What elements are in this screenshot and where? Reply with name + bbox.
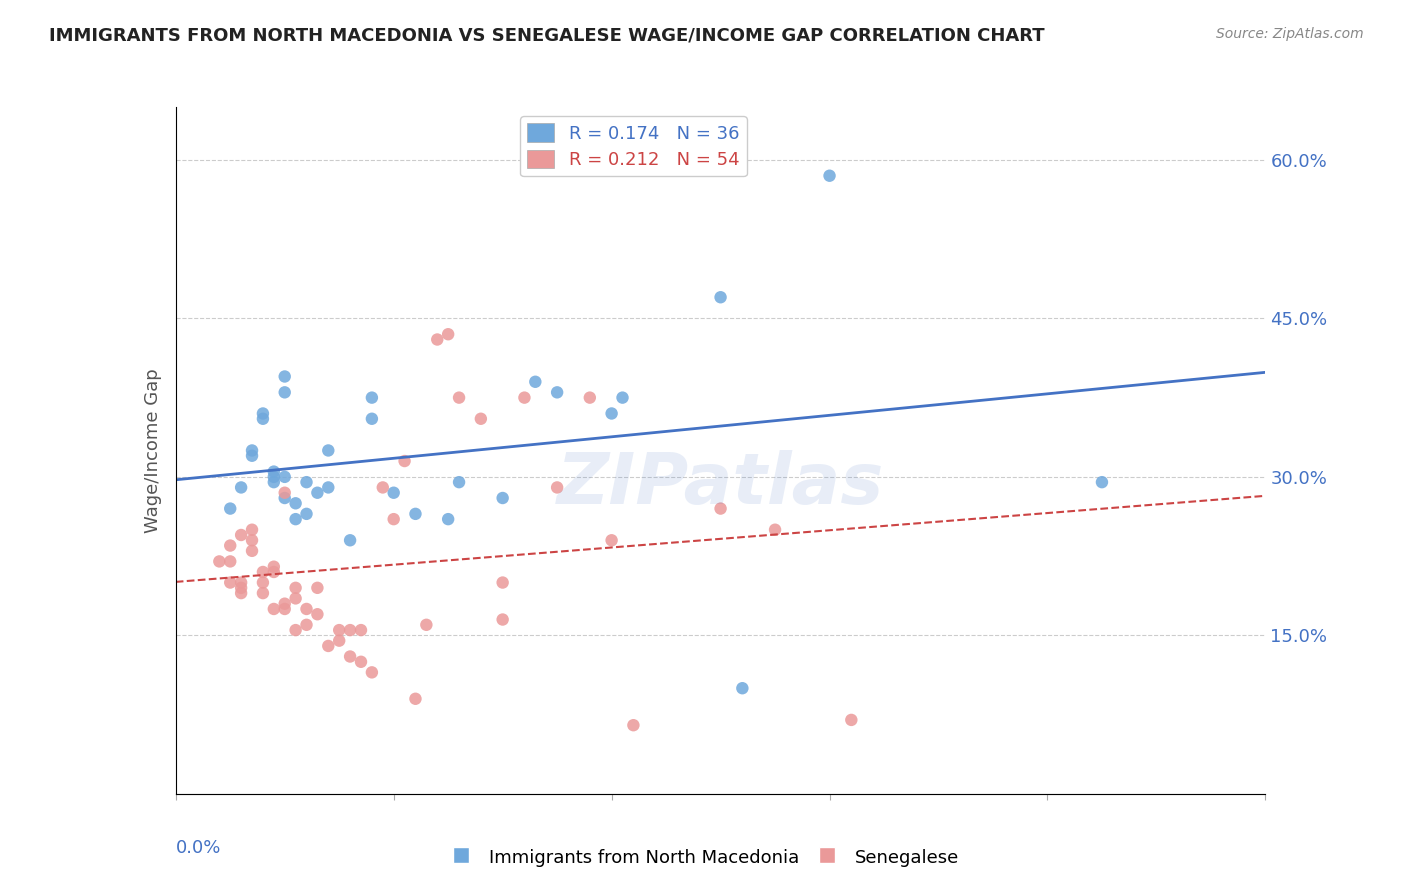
Y-axis label: Wage/Income Gap: Wage/Income Gap [143,368,162,533]
Point [219,554,242,568]
Point [219,575,242,590]
Point [240,449,263,463]
Point [513,391,536,405]
Point [731,681,754,696]
Point [360,411,382,425]
Point [841,713,863,727]
Point [284,623,307,637]
Point [763,523,786,537]
Point [415,617,437,632]
Point [600,407,623,421]
Point [350,623,373,637]
Point [405,691,427,706]
Point [350,655,373,669]
Point [295,602,318,616]
Point [405,507,427,521]
Point [318,443,340,458]
Point [263,559,285,574]
Point [274,470,297,484]
Point [818,169,841,183]
Point [263,475,285,490]
Point [426,333,449,347]
Point [274,597,297,611]
Point [284,496,307,510]
Point [546,385,568,400]
Point [263,602,285,616]
Point [219,539,242,553]
Point [231,480,253,494]
Point [447,391,470,405]
Point [621,718,644,732]
Point [492,575,515,590]
Point [546,480,568,494]
Point [328,623,350,637]
Point [295,475,318,490]
Point [710,290,733,304]
Point [524,375,547,389]
Point [284,591,307,606]
Point [307,485,329,500]
Point [252,411,274,425]
Point [274,385,297,400]
Text: IMMIGRANTS FROM NORTH MACEDONIA VS SENEGALESE WAGE/INCOME GAP CORRELATION CHART: IMMIGRANTS FROM NORTH MACEDONIA VS SENEG… [49,27,1045,45]
Point [295,617,318,632]
Point [263,470,285,484]
Point [208,554,231,568]
Point [231,586,253,600]
Point [371,480,394,494]
Point [231,528,253,542]
Point [274,602,297,616]
Point [328,633,350,648]
Point [263,465,285,479]
Point [263,565,285,579]
Text: 0.0%: 0.0% [176,838,221,856]
Point [252,575,274,590]
Point [492,491,515,505]
Point [318,639,340,653]
Point [382,485,405,500]
Point [240,443,263,458]
Point [231,581,253,595]
Point [470,411,492,425]
Point [252,586,274,600]
Point [318,480,340,494]
Point [1091,475,1114,490]
Point [252,407,274,421]
Point [394,454,416,468]
Point [579,391,602,405]
Point [437,327,460,342]
Point [360,391,382,405]
Point [612,391,634,405]
Point [252,565,274,579]
Point [447,475,470,490]
Point [219,501,242,516]
Point [339,649,361,664]
Point [307,581,329,595]
Point [492,613,515,627]
Point [274,369,297,384]
Point [382,512,405,526]
Point [284,581,307,595]
Point [339,623,361,637]
Point [240,523,263,537]
Point [274,485,297,500]
Point [231,575,253,590]
Point [240,544,263,558]
Text: ZIPatlas: ZIPatlas [557,450,884,519]
Point [307,607,329,622]
Point [437,512,460,526]
Legend: Immigrants from North Macedonia, Senegalese: Immigrants from North Macedonia, Senegal… [440,840,966,874]
Point [360,665,382,680]
Point [339,533,361,548]
Point [274,491,297,505]
Point [710,501,733,516]
Point [240,533,263,548]
Legend: R = 0.174   N = 36, R = 0.212   N = 54: R = 0.174 N = 36, R = 0.212 N = 54 [520,116,747,177]
Point [284,512,307,526]
Point [295,507,318,521]
Point [600,533,623,548]
Text: Source: ZipAtlas.com: Source: ZipAtlas.com [1216,27,1364,41]
